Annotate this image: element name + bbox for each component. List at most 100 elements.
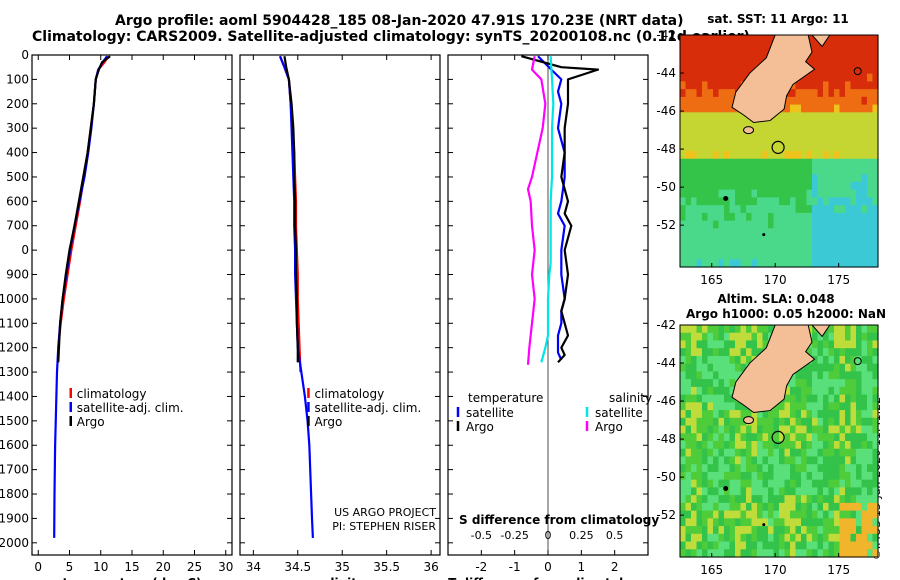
sst-map-grid-cell (751, 35, 758, 44)
sla-map-grid-cell (784, 433, 791, 442)
sla-map-grid-cell (861, 471, 868, 481)
sla-map-grid-cell (856, 340, 863, 349)
sla-map-grid-cell (845, 487, 852, 496)
sst-map-grid-cell (828, 65, 835, 75)
sla-map-grid-cell (746, 348, 753, 357)
sla-map-grid-cell (724, 549, 731, 558)
sst-map-grid-cell (685, 151, 692, 160)
sst-map-grid-cell (746, 158, 753, 168)
sst-map-grid-cell (861, 236, 868, 245)
sla-map-grid-cell (823, 379, 830, 388)
sla-map-grid-cell (845, 510, 852, 519)
sla-map-grid-cell (867, 394, 874, 403)
sla-map-grid-cell (696, 518, 703, 527)
sst-map-grid-cell (729, 143, 736, 152)
sst-map-grid-cell (735, 166, 742, 175)
sla-map-grid-cell (790, 479, 797, 488)
sst-map-grid-cell (784, 151, 791, 160)
sst-map-grid-cell (784, 135, 791, 144)
temperature-x-tick-label: 20 (156, 560, 171, 574)
sla-map-grid-cell (801, 541, 808, 550)
sla-map-grid-cell (872, 410, 879, 419)
sla-map-grid-cell (702, 464, 709, 473)
sst-map-grid-cell (812, 127, 819, 137)
sst-map-grid-cell (845, 220, 852, 229)
sst-map-grid-cell (872, 112, 879, 121)
sla-map-grid-cell (729, 433, 736, 442)
sst-map-grid-cell (817, 236, 824, 245)
sla-map-grid-cell (707, 410, 714, 419)
sla-map-grid-cell (762, 487, 769, 496)
sla-map-grid-cell (801, 410, 808, 419)
sla-map-grid-cell (801, 394, 808, 403)
sst-map-grid-cell (817, 50, 824, 59)
sst-map-grid-cell (784, 174, 791, 183)
sst-map-grid-cell (867, 42, 874, 52)
difference-x-tick-label: 1 (578, 560, 586, 574)
sst-map-grid-cell (685, 220, 692, 229)
sst-map-grid-cell (839, 112, 846, 121)
sla-map-grid-cell (834, 533, 841, 543)
sla-map-grid-cell (696, 363, 703, 372)
sla-map-grid-cell (817, 371, 824, 380)
sst-map-grid-cell (839, 151, 846, 160)
sla-map-grid-cell (779, 410, 786, 419)
sst-map-grid-cell (867, 259, 874, 268)
sla-map-grid-cell (856, 518, 863, 527)
sst-map-grid-cell (696, 120, 703, 129)
sla-map-grid-cell (850, 479, 857, 488)
sla-map-grid-cell (795, 448, 802, 458)
sst-map-grid-cell (696, 73, 703, 82)
y-tick-label: 1700 (0, 463, 29, 477)
sst-map-grid-cell (856, 251, 863, 260)
sla-map-grid-cell (718, 340, 725, 349)
sst-map-grid-cell (779, 112, 786, 121)
sla-map-grid-cell (861, 332, 868, 342)
sla-map-grid-cell (713, 386, 720, 396)
sla-map-grid-cell (828, 433, 835, 442)
sla-map-grid-cell (757, 518, 764, 527)
sst-map-grid-cell (801, 174, 808, 183)
sst-map-grid-cell (751, 58, 758, 67)
salinity-legend-label: climatology (314, 387, 384, 401)
sla-map-grid-cell (828, 417, 835, 427)
sla-map-grid-cell (861, 456, 868, 465)
sla-map-grid-cell (729, 394, 736, 403)
sst-map-grid-cell (845, 81, 852, 90)
sst-map-grid-cell (812, 181, 819, 191)
sst-map-grid-cell (702, 181, 709, 191)
sst-map-grid-cell (834, 73, 841, 82)
sst-map-grid-cell (845, 104, 852, 113)
sla-map-grid-cell (718, 379, 725, 388)
sst-map-grid-cell (685, 174, 692, 183)
sst-map-grid-cell (817, 120, 824, 129)
sst-map-grid-cell (867, 181, 874, 191)
sla-map-grid-cell (806, 456, 813, 465)
sst-map-grid-cell (713, 251, 720, 260)
sst-map-grid-cell (757, 259, 764, 268)
sst-map-grid-cell (812, 151, 819, 160)
sla-map-grid-cell (757, 325, 764, 334)
sst-map-grid-cell (817, 127, 824, 137)
sla-map-grid-cell (856, 410, 863, 419)
sst-map-grid-cell (751, 251, 758, 260)
sla-map-grid-cell (817, 479, 824, 488)
sla-map-grid-cell (850, 348, 857, 357)
sst-map-grid-cell (823, 42, 830, 52)
sst-map-grid-cell (762, 127, 769, 137)
sla-map-grid-cell (718, 526, 725, 535)
sla-map-grid-cell (762, 510, 769, 519)
sst-map-grid-cell (845, 73, 852, 82)
sla-map-grid-cell (795, 526, 802, 535)
sst-map-grid-cell (740, 174, 747, 183)
sst-map-grid-cell (872, 104, 879, 113)
sla-map-grid-cell (773, 510, 780, 519)
sla-map-grid-cell (746, 325, 753, 334)
sla-map-grid-cell (812, 448, 819, 458)
sst-map-grid-cell (691, 220, 698, 229)
sla-map-grid-cell (702, 386, 709, 396)
sla-map-grid-cell (817, 487, 824, 496)
sst-map-grid-cell (795, 127, 802, 137)
sst-map-grid-cell (773, 189, 780, 198)
sst-map-grid-cell (707, 81, 714, 90)
